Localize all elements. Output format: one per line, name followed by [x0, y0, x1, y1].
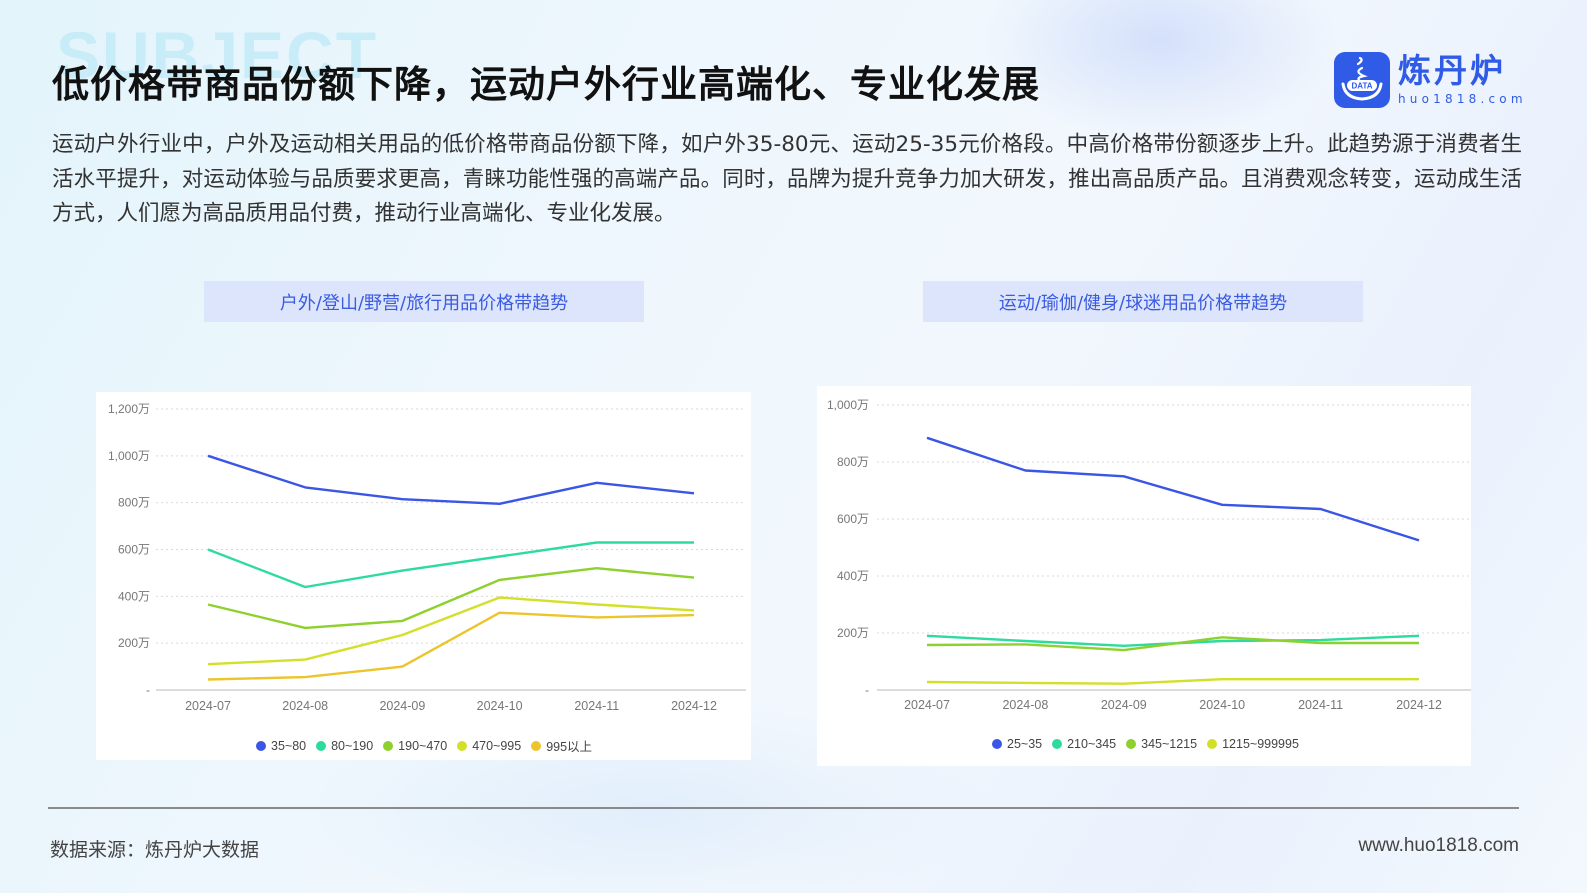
series-line[interactable] [207, 566, 695, 630]
line-chart-sports: - 200万 400万 600万 800万 1,000万 2024-07 2024-08 202… [827, 398, 1471, 712]
legend-dot-icon [457, 740, 468, 751]
y-tick-label: 1,000万 [827, 398, 869, 412]
line-chart-outdoor: - 200万 400万 600万 800万 1,000万 1,200万 2024-07 2024… [108, 402, 746, 713]
chart-legend-sports: 25~35 210~345 345~1215 1215~999995 [992, 737, 1309, 751]
legend-item[interactable]: 470~995 [457, 739, 521, 753]
series-line[interactable] [926, 636, 1419, 652]
legend-item[interactable]: 35~80 [256, 739, 306, 753]
subject-watermark: SUBJECT [56, 18, 379, 92]
y-tick-label: 600万 [837, 512, 869, 526]
x-tick-label: 2024-10 [1199, 698, 1245, 712]
legend-label: 210~345 [1067, 737, 1117, 751]
logo-name-cn: 炼丹炉 [1398, 51, 1506, 90]
logo-name-en: huo1818.com [1398, 92, 1527, 106]
footer-divider [48, 807, 1519, 809]
legend-item[interactable]: 345~1215 [1126, 737, 1197, 751]
legend-dot-icon [256, 740, 266, 751]
y-tick-label: 1,000万 [108, 449, 150, 463]
legend-label: 35~80 [271, 738, 307, 753]
x-tick-label: 2024-12 [1396, 698, 1442, 712]
svg-text:DATA: DATA [1351, 82, 1372, 91]
x-tick-label: 2024-08 [1002, 698, 1048, 712]
legend-label: 345~1215 [1141, 737, 1198, 751]
chart-outdoor: - 200万 400万 600万 800万 1,000万 1,200万 2024-07 2024… [96, 392, 751, 760]
chart-title-outdoor: 户外/登山/野营/旅行用品价格带趋势 [204, 281, 644, 322]
x-tick-label: 2024-07 [904, 698, 950, 712]
y-tick-label: 200万 [118, 636, 150, 650]
brand-logo[interactable]: DATA 炼丹炉 huo1818.com [1334, 52, 1527, 108]
logo-badge-icon: DATA [1334, 52, 1390, 108]
x-tick-label: 2024-12 [671, 699, 717, 713]
series-line[interactable] [207, 454, 695, 506]
series-line[interactable] [207, 596, 695, 666]
legend-label: 25~35 [1007, 737, 1043, 751]
chart-legend-outdoor: 35~80 80~190 190~470 470~995 995以上 [256, 736, 602, 755]
legend-item[interactable]: 25~35 [992, 737, 1042, 751]
legend-item[interactable]: 190~470 [383, 739, 447, 753]
legend-dot-icon [316, 740, 327, 751]
legend-label: 1215~999995 [1222, 737, 1299, 751]
legend-item[interactable]: 1215~999995 [1207, 737, 1299, 751]
data-source: 数据来源：炼丹炉大数据 [50, 839, 260, 861]
legend-label: 995以上 [546, 740, 593, 754]
x-tick-label: 2024-11 [1298, 698, 1343, 712]
x-tick-label: 2024-09 [379, 699, 425, 713]
legend-dot-icon [1207, 739, 1218, 749]
chart-sports: - 200万 400万 600万 800万 1,000万 2024-07 2024-08 202… [817, 386, 1471, 766]
y-tick-label: 400万 [837, 569, 869, 583]
legend-dot-icon [531, 740, 542, 751]
y-tick-label: 200万 [837, 626, 869, 640]
x-tick-label: 2024-08 [282, 699, 328, 713]
series-line[interactable] [207, 611, 695, 681]
chart-title-sports: 运动/瑜伽/健身/球迷用品价格带趋势 [923, 281, 1363, 322]
legend-label: 470~995 [472, 738, 522, 753]
series-line[interactable] [926, 678, 1419, 685]
legend-dot-icon [1126, 739, 1137, 749]
x-tick-label: 2024-07 [185, 699, 231, 713]
y-tick-label: 600万 [118, 543, 150, 557]
y-tick-label: - [865, 683, 869, 697]
series-line[interactable] [207, 541, 694, 589]
y-tick-label: 1,200万 [108, 402, 150, 416]
series-line[interactable] [926, 436, 1420, 542]
x-tick-label: 2024-09 [1101, 698, 1147, 712]
x-tick-label: 2024-10 [477, 699, 523, 713]
website-link[interactable]: www.huo1818.com [1358, 835, 1519, 856]
y-tick-label: - [146, 683, 150, 697]
y-tick-label: 800万 [837, 455, 869, 469]
legend-item[interactable]: 80~190 [316, 739, 373, 753]
legend-label: 190~470 [398, 738, 448, 753]
legend-dot-icon [1052, 739, 1063, 749]
legend-dot-icon [383, 740, 394, 751]
legend-item[interactable]: 995以上 [531, 736, 592, 755]
legend-dot-icon [992, 739, 1002, 749]
y-tick-label: 800万 [118, 496, 150, 510]
y-tick-label: 400万 [118, 589, 150, 603]
legend-item[interactable]: 210~345 [1052, 737, 1116, 751]
legend-label: 80~190 [331, 738, 374, 753]
x-tick-label: 2024-11 [574, 699, 619, 713]
intro-paragraph: 运动户外行业中，户外及运动相关用品的低价格带商品份额下降，如户外35-80元、运… [52, 132, 1522, 226]
page-title: 低价格带商品份额下降，运动户外行业高端化、专业化发展 [52, 63, 1040, 106]
